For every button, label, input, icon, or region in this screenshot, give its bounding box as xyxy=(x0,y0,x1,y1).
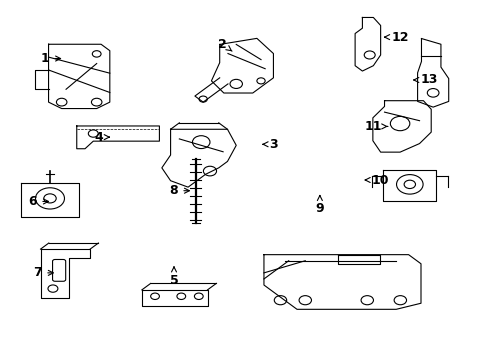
Text: 9: 9 xyxy=(315,195,324,215)
Text: 5: 5 xyxy=(169,267,178,287)
Text: 8: 8 xyxy=(169,184,189,197)
Text: 6: 6 xyxy=(29,195,48,208)
Text: 7: 7 xyxy=(33,266,53,279)
Text: 2: 2 xyxy=(218,38,232,51)
Text: 10: 10 xyxy=(365,174,388,186)
Text: 1: 1 xyxy=(41,52,61,65)
Text: 3: 3 xyxy=(263,138,277,151)
Text: 11: 11 xyxy=(364,120,387,133)
Text: 12: 12 xyxy=(384,31,408,44)
Text: 13: 13 xyxy=(413,73,437,86)
Text: 4: 4 xyxy=(94,131,109,144)
